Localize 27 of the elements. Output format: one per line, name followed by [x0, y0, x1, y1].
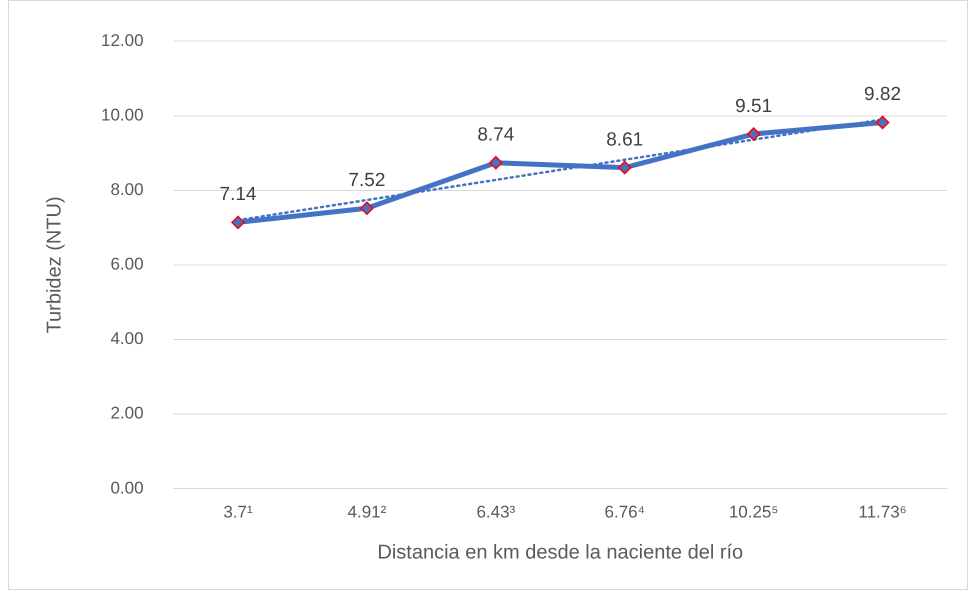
y-tick-label: 4.00 — [110, 329, 144, 348]
data-label: 9.51 — [735, 96, 772, 117]
point — [876, 116, 890, 130]
point — [231, 216, 245, 230]
x-axis-title: Distancia en km desde la naciente del río — [377, 542, 744, 564]
data-label: 8.61 — [606, 129, 644, 150]
point — [618, 160, 632, 174]
y-tick-label: 6.00 — [110, 254, 144, 274]
data-label: 7.14 — [220, 184, 257, 206]
point — [489, 156, 503, 170]
x-tick-label: 4.91² — [348, 502, 387, 522]
point — [746, 127, 760, 141]
x-tick-label: 6.76⁴ — [604, 502, 645, 522]
data-label: 7.52 — [348, 170, 386, 191]
x-tick-label: 10.25⁵ — [728, 502, 778, 522]
y-tick-label: 2.00 — [110, 404, 144, 423]
y-tick-label: 0.00 — [110, 478, 144, 498]
y-tick-label: 8.00 — [110, 180, 144, 200]
y-axis-title: Turbidez (NTU) — [44, 196, 66, 334]
y-tick-label: 10.00 — [100, 105, 144, 124]
x-tick-label: 6.43³ — [476, 502, 516, 522]
y-tick-label: 12.00 — [100, 30, 144, 50]
data-label: 9.82 — [864, 84, 902, 106]
x-tick-label: 11.73⁶ — [858, 502, 907, 522]
point — [360, 201, 374, 215]
x-tick-label: 3.7¹ — [223, 502, 253, 522]
data-label: 8.74 — [477, 124, 515, 146]
